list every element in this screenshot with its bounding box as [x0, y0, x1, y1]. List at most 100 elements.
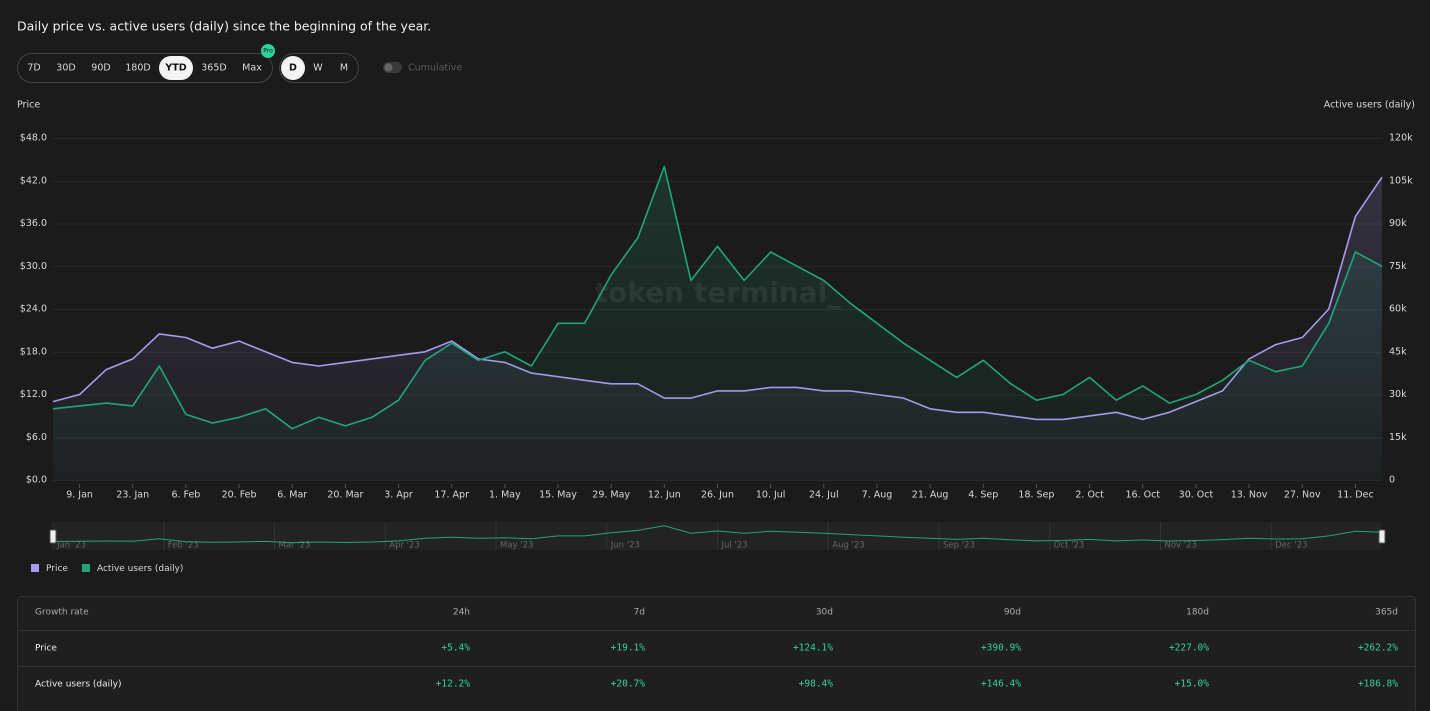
y2-tick-label: 60k [1389, 304, 1407, 315]
table-value: +262.2% [1358, 643, 1398, 654]
series-area [53, 177, 1382, 480]
navigator-label: Nov '23 [1165, 541, 1197, 551]
y2-tick-label: 105k [1389, 175, 1413, 186]
navigator-label: Dec '23 [1275, 541, 1307, 551]
range-button[interactable]: 30D [56, 63, 75, 74]
range-button[interactable]: Max [242, 63, 262, 74]
x-tick-label: 7. Aug [862, 490, 893, 501]
toggle-knob [384, 63, 393, 72]
y2-tick-label: 45k [1389, 346, 1407, 357]
toggle-label: Cumulative [408, 63, 462, 74]
table-header: 180d [1186, 608, 1209, 618]
x-tick-label: 17. Apr [434, 490, 469, 501]
series-area [53, 166, 1382, 480]
table-header: Growth rate [35, 608, 89, 618]
x-tick-label: 18. Sep [1018, 490, 1054, 501]
active-pill [159, 56, 193, 80]
table-header: 30d [816, 608, 833, 618]
x-tick-label: 12. Jun [648, 490, 681, 501]
x-tick-label: 6. Feb [171, 490, 200, 501]
pro-badge [261, 44, 275, 58]
growth-table [17, 596, 1416, 711]
table-value: +124.1% [793, 643, 833, 654]
y2-tick-label: 30k [1389, 389, 1407, 400]
navigator-label: Oct '23 [1054, 541, 1085, 551]
table-header: 24h [453, 608, 470, 618]
navigator-label: Feb '23 [168, 541, 199, 551]
navigator-label: May '23 [500, 541, 533, 551]
y-tick-label: $48.0 [20, 133, 47, 144]
x-tick-label: 2. Oct [1075, 490, 1104, 501]
range-button[interactable]: YTD [164, 63, 186, 74]
x-tick-label: 26. Jun [701, 490, 734, 501]
x-tick-label: 6. Mar [277, 490, 307, 501]
legend-swatch [31, 564, 39, 572]
navigator-label: Jan '23 [56, 541, 86, 551]
range-button[interactable]: 7D [27, 63, 40, 74]
y2-axis-title: Active users (daily) [1324, 100, 1415, 111]
table-value: +227.0% [1169, 643, 1209, 654]
y-tick-label: $30.0 [20, 261, 47, 272]
x-tick-label: 23. Jan [116, 490, 149, 501]
granularity-group [279, 53, 359, 83]
table-value: +98.4% [799, 679, 834, 690]
table-header: 365d [1375, 608, 1398, 618]
x-tick-label: 11. Dec [1337, 490, 1374, 501]
table-value: +15.0% [1175, 679, 1210, 690]
table-value: +186.8% [1358, 679, 1398, 690]
range-button[interactable]: 365D [201, 63, 226, 74]
range-group [17, 53, 273, 83]
navigator-line [52, 525, 1383, 544]
y2-tick-label: 0 [1389, 475, 1395, 486]
x-tick-label: 20. Mar [327, 490, 363, 501]
navigator-handle[interactable] [1378, 529, 1386, 544]
navigator-label: Aug '23 [832, 541, 864, 551]
navigator-label: Jul '23 [721, 541, 748, 551]
x-tick-label: 15. May [539, 490, 577, 501]
y-tick-label: $0.0 [26, 475, 47, 486]
x-tick-label: 20. Feb [222, 490, 257, 501]
y-tick-label: $42.0 [20, 175, 47, 186]
x-tick-label: 29. May [592, 490, 630, 501]
range-button[interactable]: 180D [125, 63, 150, 74]
active-pill [281, 56, 305, 80]
x-tick-label: 21. Aug [912, 490, 949, 501]
y-tick-label: $18.0 [20, 346, 47, 357]
range-button[interactable]: 90D [91, 63, 110, 74]
y2-tick-label: 15k [1389, 432, 1407, 443]
granularity-button[interactable]: W [313, 63, 323, 74]
table-value: +19.1% [611, 643, 646, 654]
granularity-button[interactable]: M [340, 63, 348, 74]
y-tick-label: $36.0 [20, 218, 47, 229]
legend-label[interactable]: Active users (daily) [97, 564, 183, 574]
table-value: +5.4% [441, 643, 470, 654]
navigator-label: Jun '23 [610, 541, 640, 551]
legend-swatch [81, 564, 90, 572]
table-row-label: Active users (daily) [35, 680, 121, 690]
legend-label[interactable]: Price [46, 564, 68, 574]
x-tick-label: 4. Sep [968, 490, 998, 501]
x-tick-label: 9. Jan [66, 490, 93, 501]
navigator-label: Mar '23 [279, 541, 311, 551]
y2-tick-label: 90k [1389, 218, 1407, 229]
x-tick-label: 3. Apr [384, 490, 413, 501]
table-value: +146.4% [981, 679, 1021, 690]
granularity-button[interactable]: D [289, 63, 297, 74]
x-tick-label: 1. May [489, 490, 521, 501]
x-tick-label: 27. Nov [1284, 490, 1321, 501]
y2-tick-label: 120k [1389, 133, 1413, 144]
y-axis-title: Price [17, 100, 40, 111]
navigator-handle[interactable] [49, 529, 57, 544]
table-row-label: Price [35, 644, 57, 654]
x-tick-label: 30. Oct [1179, 490, 1214, 501]
pro-badge-text: Pro [263, 48, 273, 55]
navigator-label: Apr '23 [389, 541, 420, 551]
y-tick-label: $24.0 [20, 304, 47, 315]
y-tick-label: $6.0 [26, 432, 47, 443]
series-line [52, 165, 1383, 430]
y-tick-label: $12.0 [20, 389, 47, 400]
x-tick-label: 24. Jul [809, 490, 839, 501]
